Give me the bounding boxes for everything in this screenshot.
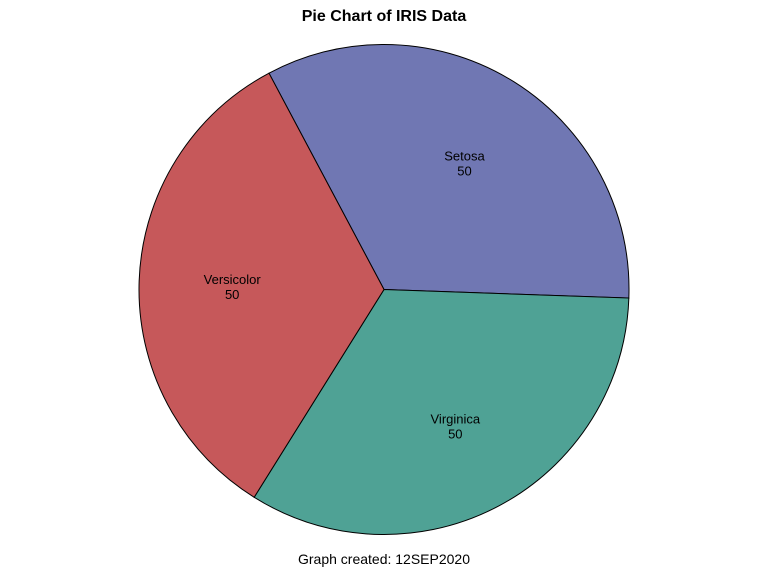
chart-footnote: Graph created: 12SEP2020 [0,551,768,567]
slice-value: 50 [457,164,471,179]
slice-label: Versicolor [204,272,262,287]
slice-label: Virginica [431,412,481,427]
slice-value: 50 [225,287,239,302]
pie-svg: Setosa50Virginica50Versicolor50 [0,38,768,541]
chart-title: Pie Chart of IRIS Data [0,8,768,26]
slice-label: Setosa [444,149,485,164]
slice-value: 50 [448,427,462,442]
chart-container: Pie Chart of IRIS Data Setosa50Virginica… [0,0,768,575]
pie-chart: Setosa50Virginica50Versicolor50 [0,38,768,541]
